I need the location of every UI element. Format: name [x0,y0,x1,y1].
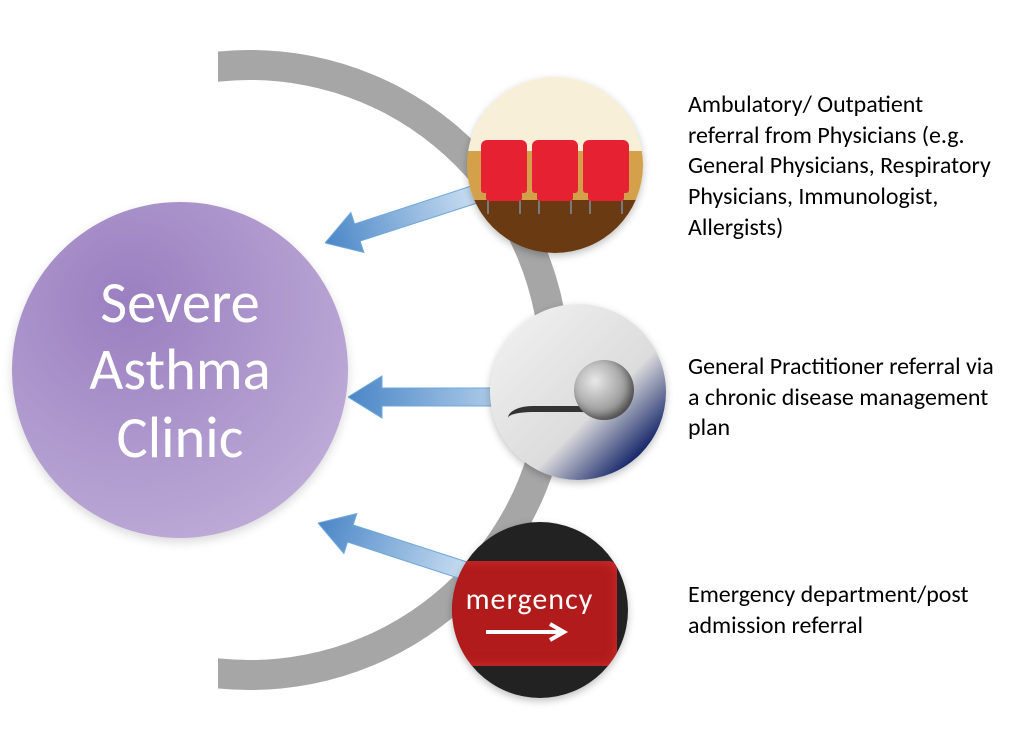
diagram-stage: Severe Asthma Clinic [0,0,1024,749]
right-arrow-icon [484,622,574,647]
desc-outpatient: Ambulatory/ Outpatient referral from Phy… [688,90,998,243]
main-node-label: Severe Asthma Clinic [89,269,270,471]
main-node-severe-asthma-clinic: Severe Asthma Clinic [12,202,348,538]
desc-emergency: Emergency department/post admission refe… [688,580,998,641]
node-gp [490,304,666,480]
stethoscope-icon [490,304,666,480]
node-emergency: mergency [452,522,628,698]
node-outpatient [467,77,643,253]
waiting-room-chairs-icon [467,77,643,253]
emergency-sign-icon: mergency [452,522,628,698]
emergency-sign-text: mergency [466,581,594,618]
desc-gp: General Practitioner referral via a chro… [688,352,998,444]
